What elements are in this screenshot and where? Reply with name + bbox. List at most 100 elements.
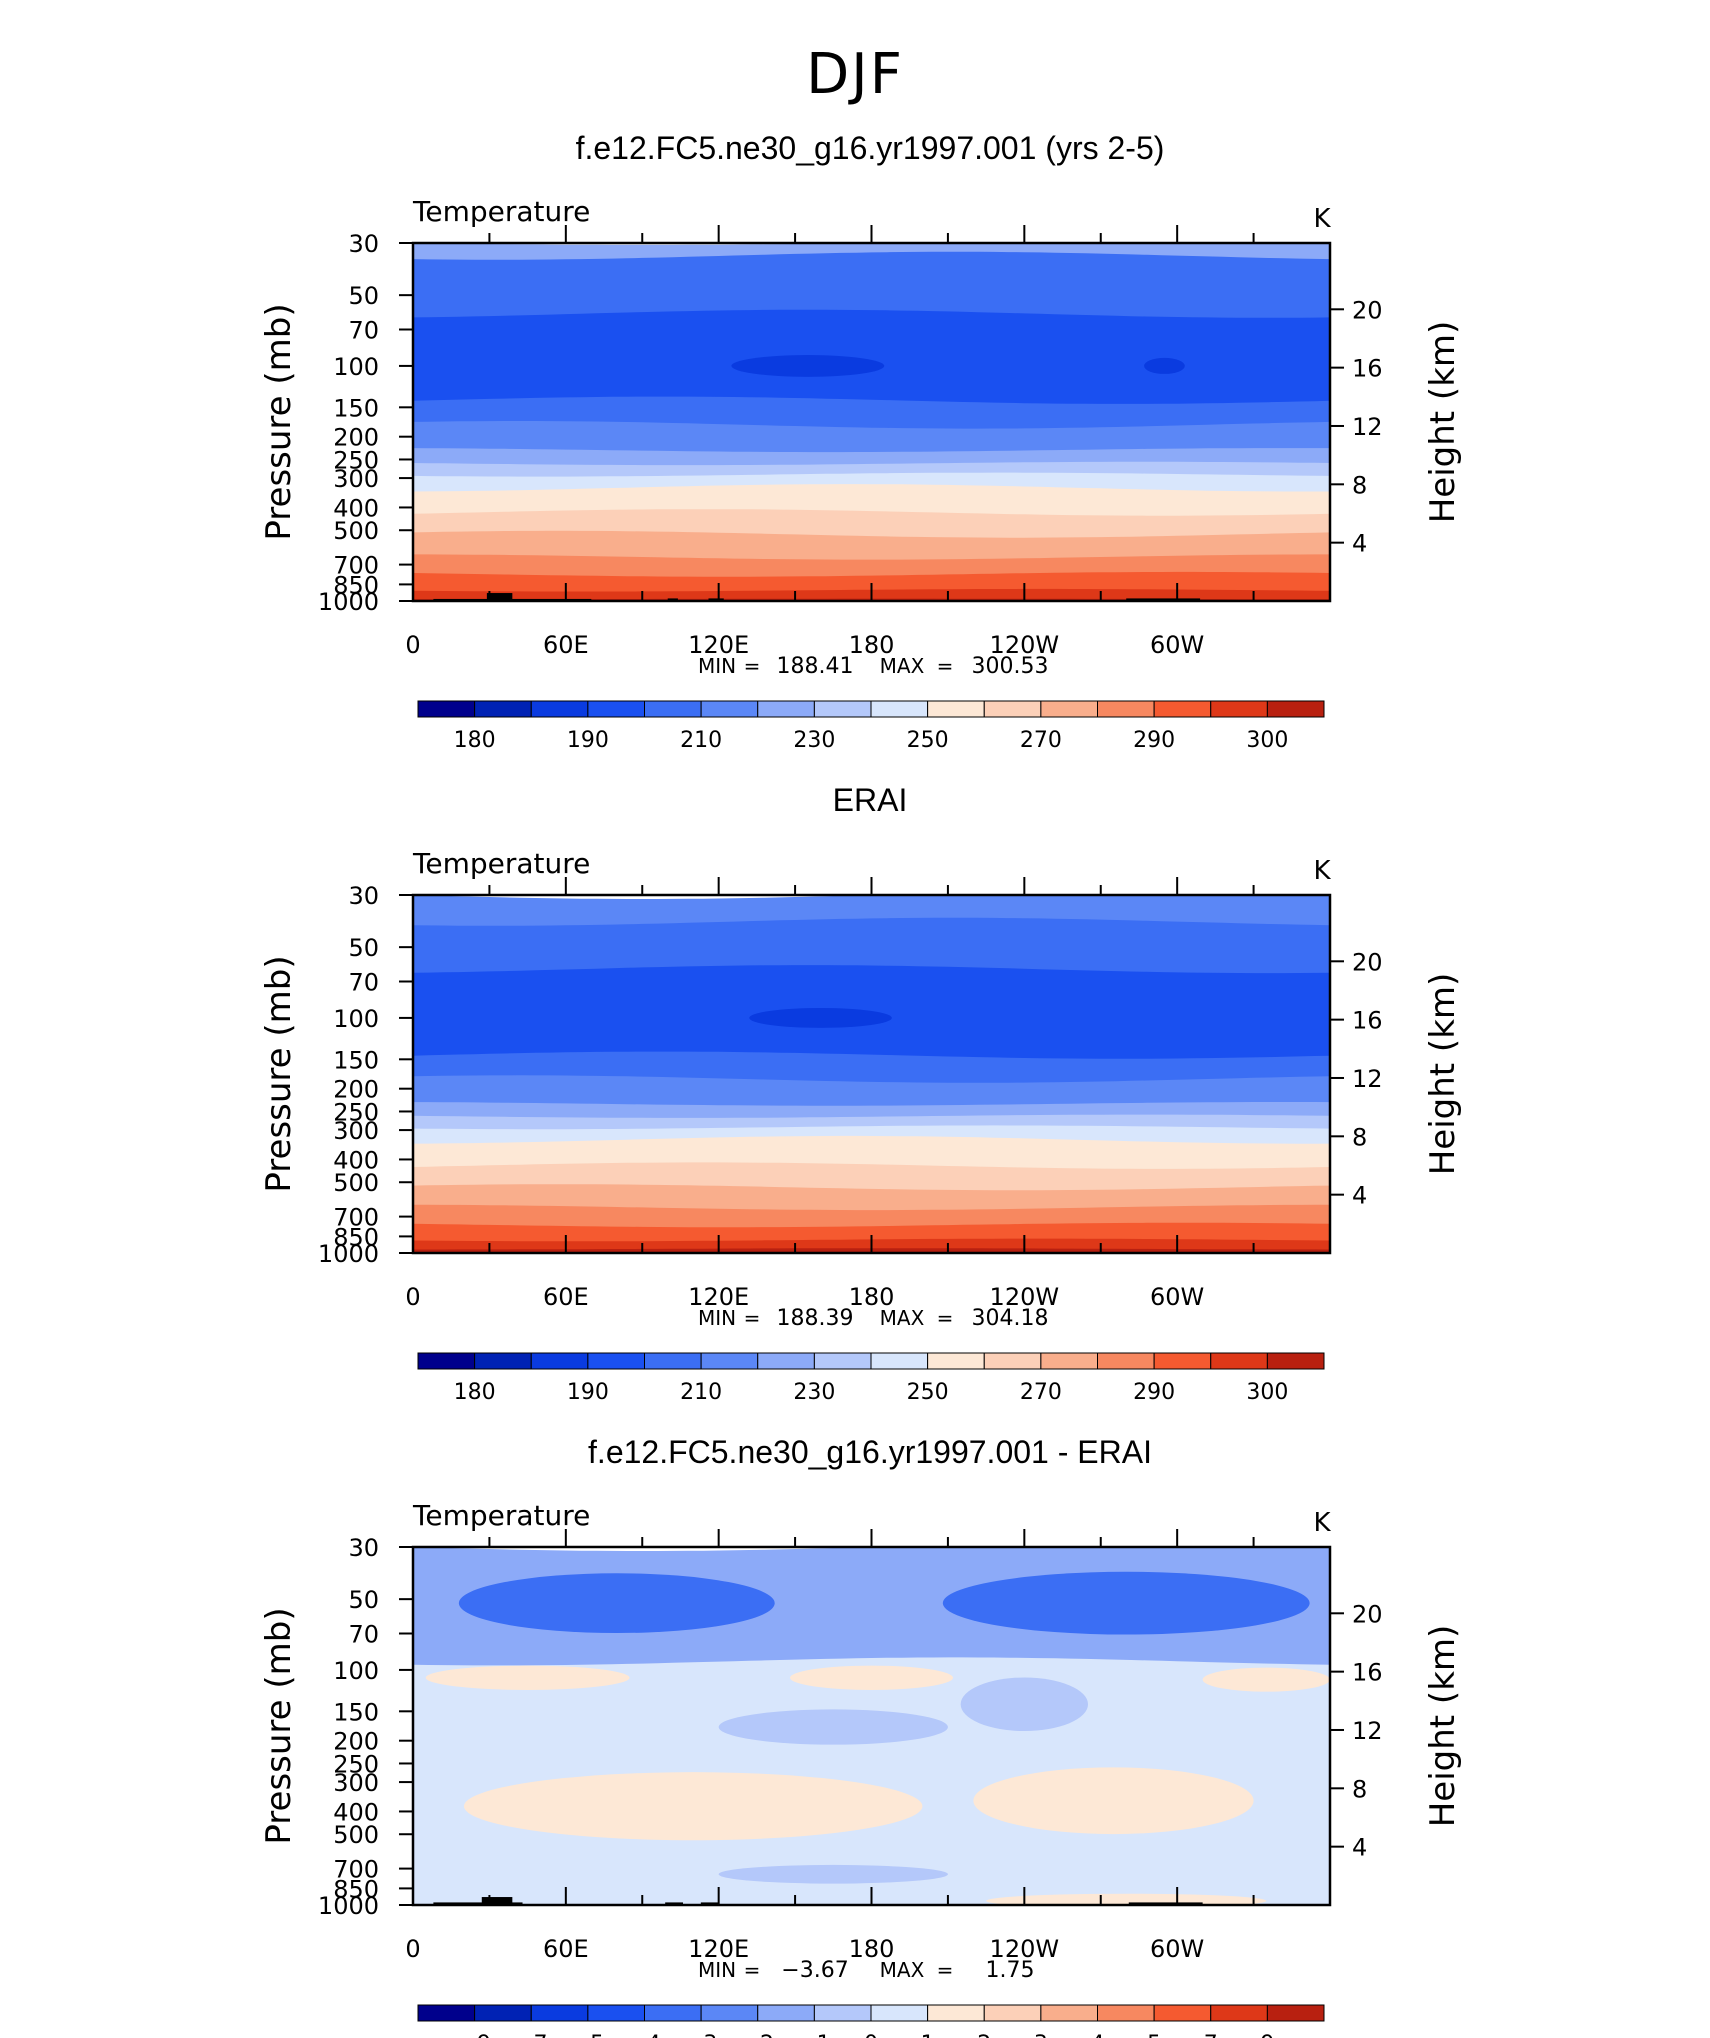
contour-blob	[731, 355, 885, 377]
stats-eq: =	[744, 1958, 761, 1982]
y-tick-label: 1000	[318, 588, 379, 616]
colorbar-label: 2	[977, 2032, 991, 2038]
x-tick-label: 120W	[990, 1935, 1060, 1963]
colorbar-segment	[813, 2004, 872, 2022]
colorbar-segment	[983, 700, 1042, 718]
stats-min-label: MIN	[698, 1958, 736, 1982]
colorbar-label: 190	[567, 1380, 609, 1405]
y-tick-label: 500	[333, 1821, 379, 1849]
stats-eq: =	[937, 1306, 954, 1330]
colorbar-segment	[983, 2004, 1042, 2022]
y-tick-label: 500	[333, 517, 379, 545]
height-tick-label: 20	[1352, 296, 1383, 324]
colorbar-segment	[530, 700, 589, 718]
x-tick-label: 0	[405, 631, 420, 659]
colorbar-segment	[983, 1352, 1042, 1370]
contour-blob	[942, 1571, 1310, 1635]
stats-min-label: MIN	[698, 654, 736, 678]
y-tick-label: 400	[333, 1146, 379, 1174]
colorbar-label: 300	[1246, 1380, 1288, 1405]
colorbar-segment	[417, 700, 476, 718]
units-label: K	[1313, 204, 1331, 234]
topography	[1128, 1902, 1203, 1905]
colorbar-segment	[870, 2004, 929, 2022]
colorbar-segment	[530, 1352, 589, 1370]
colorbar-label: −2	[742, 2032, 774, 2038]
colorbar-label: 1	[921, 2032, 935, 2038]
contour-blob	[458, 1573, 775, 1634]
colorbar-label: 0	[864, 2032, 878, 2038]
y-tick-label: 70	[348, 317, 379, 345]
colorbar-label: 270	[1020, 728, 1062, 753]
colorbar-label: 290	[1133, 728, 1175, 753]
y-tick-label: 100	[333, 353, 379, 381]
x-tick-label: 120W	[990, 1283, 1060, 1311]
y-tick-label: 150	[333, 394, 379, 422]
contour-blob	[425, 1665, 630, 1690]
y-tick-label: 50	[348, 282, 379, 310]
colorbar-label: 3	[1034, 2032, 1048, 2038]
colorbar-segment	[1266, 2004, 1325, 2022]
y-tick-label: 150	[333, 1046, 379, 1074]
height-tick-label: 12	[1352, 413, 1383, 441]
contour-blob	[986, 1893, 1267, 1905]
x-tick-label: 0	[405, 1283, 420, 1311]
colorbar-segment	[700, 1352, 759, 1370]
colorbar-segment	[927, 2004, 985, 2022]
colorbar-label: 290	[1133, 1380, 1175, 1405]
colorbar-segment	[1040, 2004, 1098, 2022]
colorbar-segment	[1097, 1352, 1155, 1370]
x-tick-label: 60W	[1150, 631, 1204, 659]
stats-min-value: 188.41	[777, 654, 854, 679]
page-title: DJF	[806, 42, 904, 107]
colorbar-segment	[813, 700, 872, 718]
x-tick-label: 120E	[688, 1283, 749, 1311]
height-tick-label: 20	[1352, 948, 1383, 976]
height-tick-label: 12	[1352, 1717, 1383, 1745]
y-tick-label: 850	[333, 571, 379, 599]
colorbar-segment	[757, 1352, 815, 1370]
stats-max-value: 300.53	[972, 654, 1049, 679]
y-tick-label: 250	[333, 1098, 379, 1126]
colorbar-label: 210	[680, 1380, 722, 1405]
topography	[665, 1902, 684, 1905]
height-tick-label: 8	[1352, 1123, 1367, 1151]
y-tick-label: 30	[348, 882, 379, 910]
y-tick-label: 300	[333, 1769, 379, 1797]
topography	[700, 1902, 719, 1905]
colorbar-segment	[1210, 2004, 1268, 2022]
colorbar-segment	[587, 1352, 645, 1370]
height-tick-label: 16	[1352, 355, 1383, 383]
x-tick-label: 60W	[1150, 1283, 1204, 1311]
y-tick-label: 200	[333, 424, 379, 452]
stats-min-value: 188.39	[777, 1306, 854, 1331]
colorbar-label: 250	[907, 728, 949, 753]
variable-label: Temperature	[412, 847, 590, 880]
height-tick-label: 8	[1352, 471, 1367, 499]
contour-field	[413, 895, 1330, 1253]
colorbar-label: −4	[628, 2032, 660, 2038]
colorbar-label: 300	[1246, 728, 1288, 753]
variable-label: Temperature	[412, 1499, 590, 1532]
colorbar-label: −7	[515, 2032, 547, 2038]
x-tick-label: 180	[849, 1283, 895, 1311]
stats-eq: =	[937, 654, 954, 678]
contour-blob	[718, 1864, 948, 1884]
colorbar-segment	[587, 2004, 645, 2022]
y-tick-label: 70	[348, 969, 379, 997]
y-tick-label: 50	[348, 1586, 379, 1614]
colorbar-label: −3	[685, 2032, 717, 2038]
y-tick-label: 300	[333, 465, 379, 493]
colorbar-label: 230	[793, 1380, 835, 1405]
panel-title: f.e12.FC5.ne30_g16.yr1997.001 (yrs 2-5)	[576, 130, 1165, 166]
contour-blob	[1144, 357, 1185, 374]
topography	[708, 598, 724, 601]
colorbar-segment	[1040, 700, 1098, 718]
y-tick-label: 30	[348, 230, 379, 258]
x-tick-label: 120W	[990, 631, 1060, 659]
variable-label: Temperature	[412, 195, 590, 228]
colorbar-segment	[1153, 2004, 1212, 2022]
stats-eq: =	[744, 1306, 761, 1330]
y-tick-label: 700	[333, 1204, 379, 1232]
